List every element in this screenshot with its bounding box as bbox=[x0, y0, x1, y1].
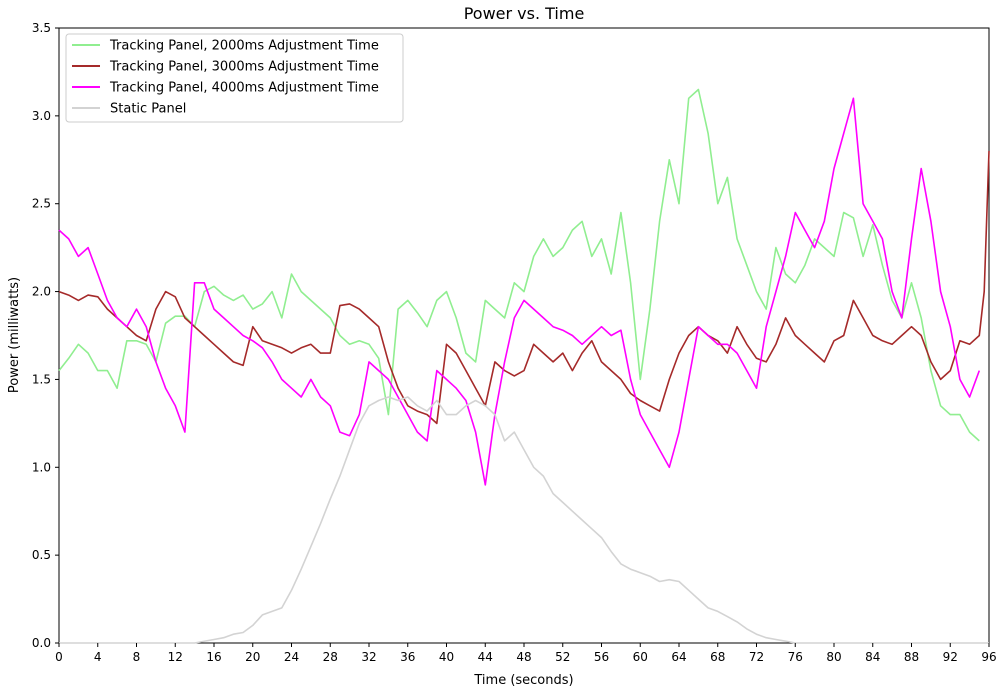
legend: Tracking Panel, 2000ms Adjustment Time Tr… bbox=[65, 33, 404, 123]
x-tick-label-4: 16 bbox=[206, 650, 221, 664]
x-tick-label-6: 24 bbox=[284, 650, 299, 664]
y-tick-label-3: 1.5 bbox=[32, 372, 51, 386]
x-tick-label-16: 64 bbox=[671, 650, 686, 664]
x-tick-label-12: 48 bbox=[516, 650, 531, 664]
series-line-0 bbox=[58, 88, 980, 442]
y-tick-label-2: 1.0 bbox=[32, 460, 51, 474]
x-tick-label-23: 92 bbox=[943, 650, 958, 664]
y-axis-label: Power (milliwatts) bbox=[7, 277, 22, 393]
y-axis-ticks: 0.0 0.5 1.0 1.5 2.0 2.5 3.0 3.5 bbox=[32, 21, 59, 650]
x-tick-label-3: 12 bbox=[168, 650, 183, 664]
chart-title: Power vs. Time bbox=[464, 4, 585, 23]
x-tick-label-22: 88 bbox=[904, 650, 919, 664]
legend-label-0: Tracking Panel, 2000ms Adjustment Time bbox=[109, 39, 379, 54]
x-tick-label-14: 56 bbox=[594, 650, 609, 664]
legend-box bbox=[65, 33, 404, 123]
x-axis-ticks: 0 4 8 12 16 20 24 28 32 36 40 44 48 52 56 60 64 68 72 76 80 8… bbox=[55, 643, 997, 664]
series-line-3 bbox=[59, 396, 989, 644]
y-tick-label-7: 3.5 bbox=[32, 21, 51, 35]
x-tick-label-2: 8 bbox=[133, 650, 141, 664]
y-tick-label-6: 3.0 bbox=[32, 109, 51, 123]
x-tick-label-19: 76 bbox=[788, 650, 803, 664]
y-tick-label-0: 0.0 bbox=[32, 636, 51, 650]
series-line-1 bbox=[58, 150, 990, 425]
series-line-2 bbox=[58, 97, 981, 486]
x-tick-label-17: 68 bbox=[710, 650, 725, 664]
x-tick-label-1: 4 bbox=[94, 650, 102, 664]
legend-label-1: Tracking Panel, 3000ms Adjustment Time bbox=[109, 60, 379, 75]
legend-label-2: Tracking Panel, 4000ms Adjustment Time bbox=[109, 81, 379, 96]
x-tick-label-20: 80 bbox=[826, 650, 841, 664]
y-tick-label-4: 2.0 bbox=[32, 285, 51, 299]
x-tick-label-11: 44 bbox=[478, 650, 493, 664]
x-axis-label: Time (seconds) bbox=[473, 673, 573, 688]
x-tick-label-5: 20 bbox=[245, 650, 260, 664]
y-tick-label-5: 2.5 bbox=[32, 197, 51, 211]
x-tick-label-18: 72 bbox=[749, 650, 764, 664]
x-tick-label-9: 36 bbox=[400, 650, 415, 664]
y-tick-label-1: 0.5 bbox=[32, 548, 51, 562]
x-tick-label-0: 0 bbox=[55, 650, 63, 664]
x-tick-label-24: 96 bbox=[981, 650, 996, 664]
x-tick-label-15: 60 bbox=[633, 650, 648, 664]
x-tick-label-8: 32 bbox=[361, 650, 376, 664]
x-tick-label-21: 84 bbox=[865, 650, 880, 664]
x-tick-label-10: 40 bbox=[439, 650, 454, 664]
x-tick-label-13: 52 bbox=[555, 650, 570, 664]
legend-label-3: Static Panel bbox=[110, 102, 186, 117]
series-layer bbox=[58, 88, 990, 644]
x-tick-label-7: 28 bbox=[323, 650, 338, 664]
